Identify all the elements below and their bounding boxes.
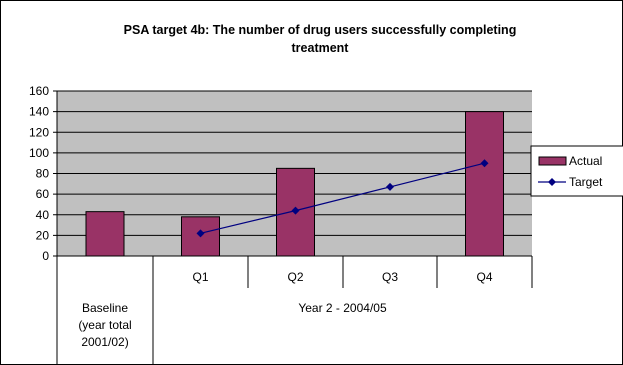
legend-box [530, 145, 623, 197]
x-group-label-year2: Year 2 - 2004/05 [298, 301, 387, 315]
y-axis: 0 20 40 60 80 100 120 140 160 [29, 84, 57, 263]
y-tick-label: 140 [29, 105, 49, 119]
bar-q4 [465, 111, 504, 257]
chart-title-line-2: treatment [292, 41, 350, 55]
y-tick-label: 80 [36, 167, 50, 181]
bar-baseline [85, 211, 125, 257]
legend: Actual Target [530, 145, 623, 197]
x-tick-label-q1: Q1 [192, 270, 208, 284]
x-group-label-baseline: (year total [78, 318, 131, 332]
y-tick-label: 40 [36, 208, 50, 222]
y-tick-label: 20 [36, 228, 50, 242]
x-group-label-baseline: Baseline [82, 301, 128, 315]
bars [85, 111, 504, 257]
chart-title-line-1: PSA target 4b: The number of drug users … [124, 23, 517, 37]
y-tick-label: 120 [29, 125, 49, 139]
target-point-q4 [480, 159, 489, 168]
target-point-q1 [196, 229, 205, 238]
target-line-path [200, 162, 485, 234]
x-axis: Q1 Q2 Q3 Q4 Baseline (year total 2001/02) Year … [56, 255, 533, 365]
y-tick-label: 100 [29, 146, 49, 160]
y-tick-label: 0 [42, 249, 49, 263]
legend-swatch-target-marker [548, 178, 556, 186]
legend-label-actual: Actual [569, 154, 602, 168]
x-group-label-baseline: 2001/02) [81, 335, 128, 349]
x-tick-label-q2: Q2 [287, 270, 303, 284]
y-tick-label: 160 [29, 84, 49, 98]
target-point-q2 [291, 206, 300, 215]
x-tick-label-q3: Q3 [382, 270, 398, 284]
target-point-q3 [386, 182, 394, 191]
legend-label-target: Target [569, 175, 603, 189]
legend-swatch-actual [538, 156, 567, 166]
target-series [196, 159, 489, 238]
x-tick-label-q4: Q4 [476, 270, 492, 284]
y-tick-label: 60 [36, 187, 50, 201]
